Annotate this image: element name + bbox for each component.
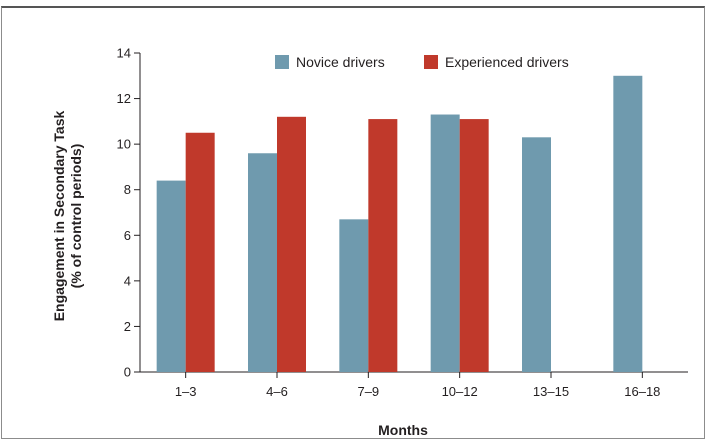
bar-experienced — [277, 116, 306, 372]
legend-label-novice: Novice drivers — [296, 54, 385, 70]
legend-swatch-experienced — [424, 55, 438, 69]
y-tick-label: 14 — [117, 46, 131, 61]
bar-experienced — [459, 119, 489, 372]
bar-marks — [156, 75, 643, 373]
y-tick-label: 12 — [117, 91, 131, 106]
x-tick-label: 16–18 — [624, 384, 660, 399]
bar-novice — [430, 114, 460, 373]
x-tick-label: 7–9 — [357, 384, 379, 399]
x-tick-label: 10–12 — [442, 384, 478, 399]
bar-novice — [248, 153, 277, 372]
y-tick-label: 6 — [124, 228, 131, 243]
y-axis-title-line-1: Engagement in Secondary Task — [51, 111, 67, 322]
y-tick-label: 4 — [124, 273, 131, 288]
bar-experienced — [185, 132, 215, 372]
legend: Novice drivers Experienced drivers — [275, 54, 569, 70]
x-tick-label: 13–15 — [533, 384, 569, 399]
y-tick-label: 0 — [124, 365, 131, 380]
x-axis-ticks: 1–3 4–6 7–9 10–12 13–15 16–18 — [175, 372, 660, 399]
x-tick-label: 1–3 — [175, 384, 197, 399]
y-tick-label: 10 — [117, 137, 131, 152]
x-axis-title: Months — [378, 422, 428, 438]
legend-label-experienced: Experienced drivers — [445, 54, 569, 70]
x-tick-label: 4–6 — [266, 384, 288, 399]
y-axis-ticks: 0 2 4 6 8 10 12 14 — [117, 46, 140, 380]
bar-novice — [156, 180, 186, 372]
y-axis-title-line-2: (% of control periods) — [68, 144, 84, 289]
bar-experienced — [368, 119, 398, 372]
y-tick-label: 2 — [124, 319, 131, 334]
bar-novice — [613, 75, 643, 373]
chart-axes — [139, 53, 688, 373]
bar-novice — [522, 137, 551, 372]
y-tick-label: 8 — [124, 182, 131, 197]
bar-novice — [339, 219, 369, 372]
legend-swatch-novice — [275, 55, 289, 69]
